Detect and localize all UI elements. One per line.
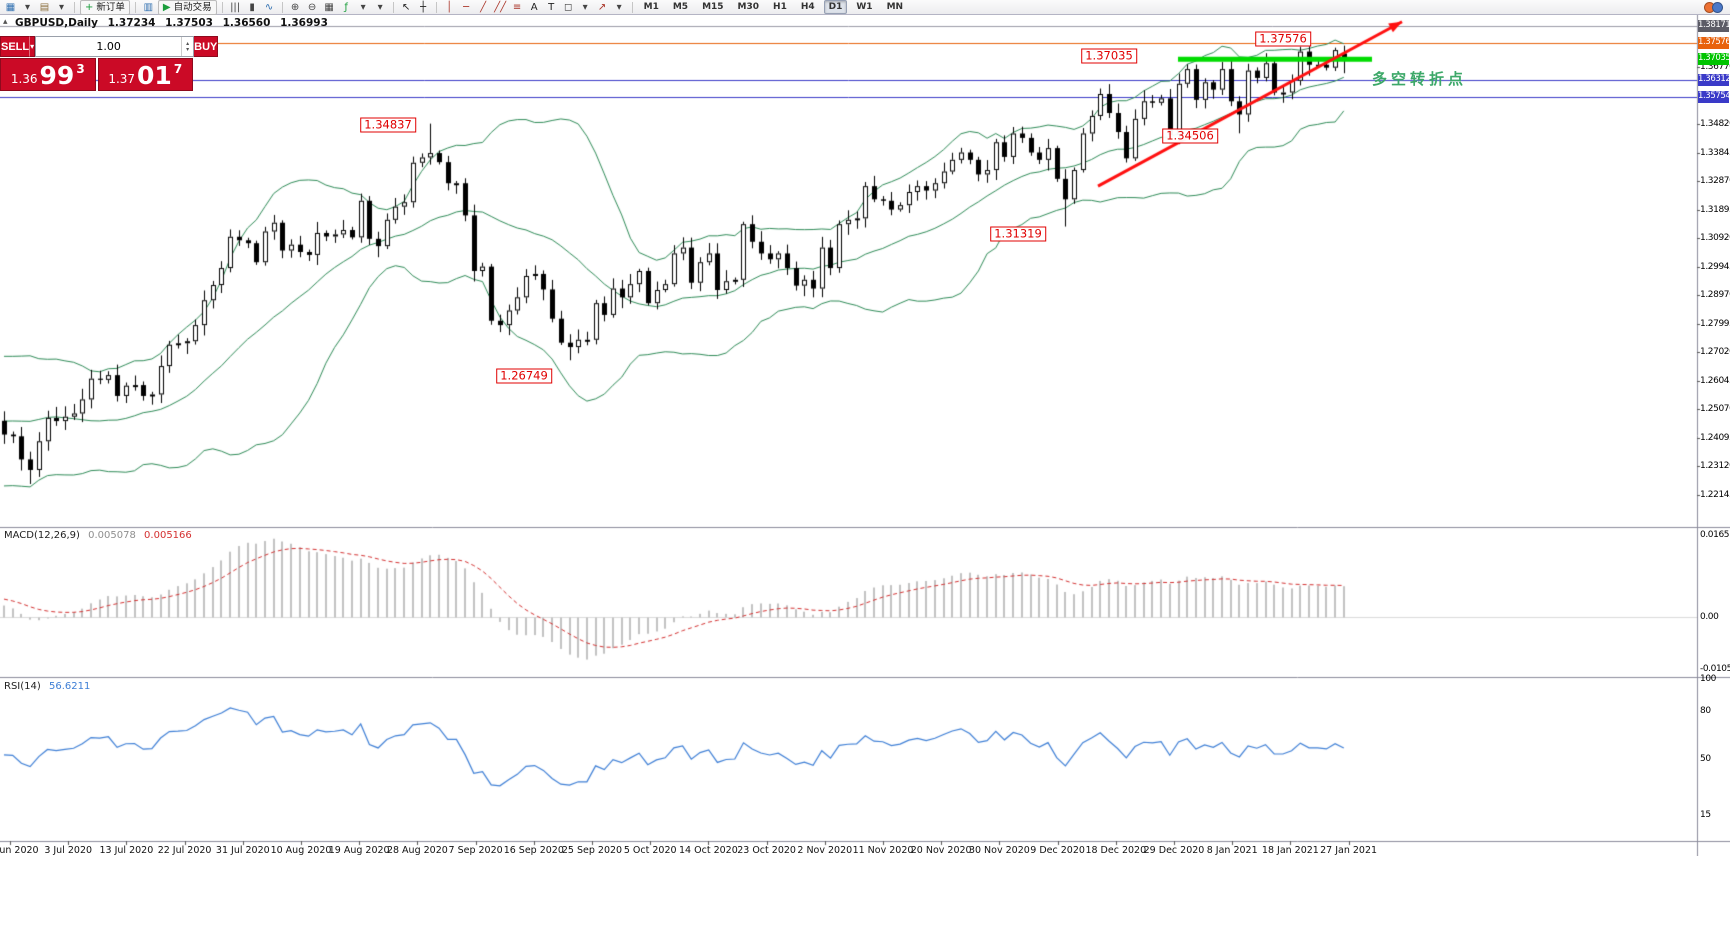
price-callout-label[interactable]: 1.31319 (990, 226, 1046, 242)
new-order-label: 新订单 (96, 1, 125, 13)
bar-chart-icon[interactable]: ||| (230, 1, 241, 13)
timeframe-button-m30[interactable]: M30 (737, 2, 760, 12)
timeframe-button-m1[interactable]: M1 (643, 2, 659, 12)
sell-price-figure: 1.36 (10, 72, 38, 86)
price-callout-label[interactable]: 1.37576 (1255, 31, 1311, 47)
cursor-icon[interactable]: ↖ (401, 1, 411, 13)
indicators-icon[interactable]: ƒ (344, 1, 348, 13)
buy-price-button[interactable]: 1.37 01 7 (97, 58, 193, 91)
candlestick-chart-icon[interactable]: ▮ (249, 1, 255, 13)
price-callout-label[interactable]: 1.37035 (1081, 48, 1137, 64)
toolbar-separator (392, 1, 394, 13)
horizontal-line-icon[interactable]: ─ (463, 1, 470, 13)
price-callout-label[interactable]: 1.34506 (1162, 128, 1218, 144)
sell-button[interactable]: SELL (0, 36, 30, 57)
buy-button[interactable]: BUY (194, 36, 219, 57)
timeframes-dropdown-icon[interactable]: ▾ (377, 1, 383, 13)
volume-down-icon[interactable]: ▾ (186, 45, 190, 53)
zoom-in-icon[interactable]: ⊕ (290, 1, 300, 13)
profiles-dropdown-icon[interactable]: ▾ (58, 1, 65, 13)
trade-panel-top-row: SELL ▾ ▴ ▾ BUY (0, 36, 219, 57)
new-chart-dropdown-icon[interactable]: ▾ (24, 1, 31, 13)
auto-trading-button[interactable]: ▶ 自动交易 (157, 0, 217, 15)
tile-windows-icon[interactable]: ▦ (324, 1, 334, 13)
arrows-icon[interactable]: ↗ (597, 1, 607, 13)
sell-price-button[interactable]: 1.36 99 3 (0, 58, 96, 91)
auto-trading-icon: ▶ (162, 1, 171, 13)
volume-box: ▴ ▾ (35, 36, 195, 57)
timeframe-button-d1[interactable]: D1 (823, 0, 848, 14)
new-order-button[interactable]: + 新订单 (80, 0, 130, 15)
toolbar-separator (435, 1, 437, 13)
price-chart-canvas[interactable] (0, 15, 1730, 856)
buy-price-point: 7 (173, 62, 183, 76)
line-chart-icon[interactable]: ∿ (264, 1, 274, 13)
crosshair-icon[interactable]: ┼ (420, 1, 427, 13)
trend-annotation-text[interactable]: 多空转折点 (1372, 70, 1468, 88)
buy-price-figure: 1.37 (108, 72, 136, 86)
timeframe-button-h1[interactable]: H1 (773, 2, 787, 12)
volume-up-icon[interactable]: ▴ (186, 39, 190, 47)
toolbar-separator (134, 1, 136, 13)
price-callout-label[interactable]: 1.26749 (496, 368, 552, 384)
timeframe-button-mn[interactable]: MN (886, 2, 904, 12)
timeframe-button-w1[interactable]: W1 (856, 2, 873, 12)
toolbar-separator (281, 1, 283, 13)
arrows-dropdown-icon[interactable]: ▾ (616, 1, 622, 13)
toolbar-separator (631, 1, 633, 13)
order-type-dropdown-icon[interactable]: ▾ (29, 36, 36, 57)
buy-price-pips: 01 (137, 61, 172, 90)
chart-window-icon[interactable]: ▥ (143, 1, 154, 13)
profiles-icon[interactable]: ▤ (39, 1, 50, 13)
timeframe-button-m15[interactable]: M15 (702, 2, 724, 12)
toolbar: ▦ ▾ ▤ ▾ + 新订单 ▥ ▶ 自动交易 ||| ▮ ∿ ⊕ ⊖ ▦ ƒ ▾ ▾ ↖ ┼ │ ─ ╱ ╱╱ ≡ A T ◻ ▾ ↗ ▾ M… (0, 0, 1730, 15)
channel-icon[interactable]: ╱╱ (494, 1, 507, 13)
price-callout-label[interactable]: 1.34837 (360, 117, 416, 133)
timeframe-button-h4[interactable]: H4 (800, 2, 815, 12)
shapes-icon[interactable]: ◻ (563, 1, 573, 13)
indicators-dropdown-icon[interactable]: ▾ (360, 1, 366, 13)
new-order-icon: + (85, 1, 94, 13)
chat-icon[interactable] (1712, 1, 1723, 13)
volume-input[interactable] (36, 37, 182, 56)
trade-panel-price-row: 1.36 99 3 1.37 01 7 (0, 58, 193, 91)
toolbar-status-icons (1704, 1, 1727, 13)
vertical-line-icon[interactable]: │ (446, 1, 453, 13)
one-click-collapse-icon[interactable]: ▴ (3, 17, 8, 27)
sell-price-pips: 99 (39, 61, 75, 90)
fibonacci-icon[interactable]: ≡ (512, 1, 522, 13)
shapes-dropdown-icon[interactable]: ▾ (582, 1, 588, 13)
trendline-icon[interactable]: ╱ (480, 1, 487, 13)
volume-spinner[interactable]: ▴ ▾ (181, 37, 193, 56)
toolbar-separator (221, 1, 223, 13)
timeframe-button-m5[interactable]: M5 (672, 2, 689, 12)
new-chart-icon[interactable]: ▦ (5, 1, 16, 13)
sell-price-point: 3 (76, 62, 85, 76)
auto-trading-label: 自动交易 (173, 1, 212, 13)
text-label-icon[interactable]: T (548, 1, 555, 13)
toolbar-separator (74, 1, 75, 13)
zoom-out-icon[interactable]: ⊖ (307, 1, 317, 13)
text-icon[interactable]: A (530, 1, 538, 13)
